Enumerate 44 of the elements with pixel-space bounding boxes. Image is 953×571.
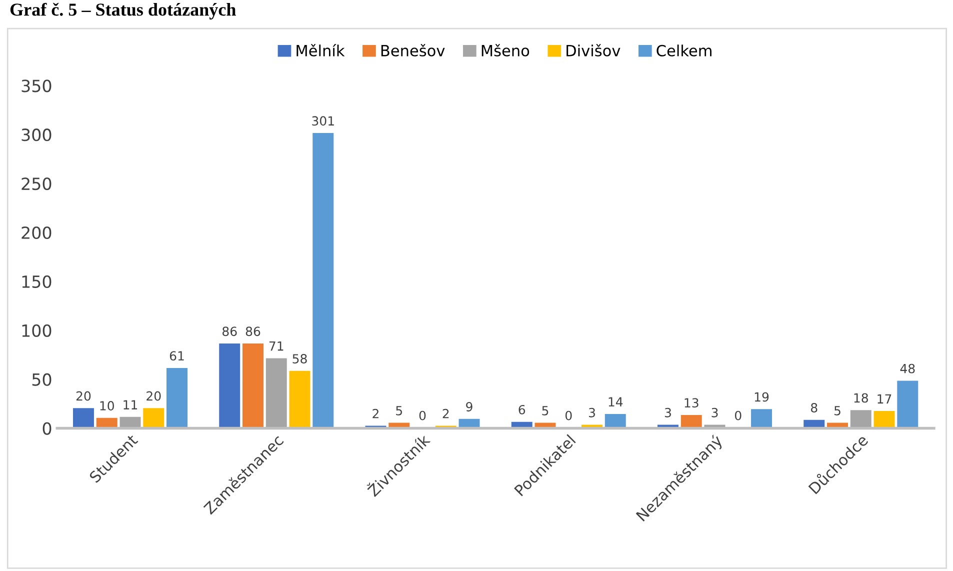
- data-label: 61: [170, 351, 184, 361]
- y-tick-label: 150: [22, 275, 52, 288]
- data-label: 71: [269, 341, 284, 351]
- y-tick-label: 250: [22, 178, 52, 190]
- data-label: 11: [124, 400, 138, 410]
- legend-label: Mělník: [296, 44, 345, 56]
- data-label: 18: [854, 393, 868, 403]
- data-label: 3: [664, 408, 671, 418]
- data-label: 20: [146, 391, 161, 401]
- data-label: 19: [754, 392, 769, 402]
- data-label: 301: [312, 116, 334, 126]
- data-label: 2: [372, 408, 378, 418]
- data-label: 5: [834, 406, 840, 416]
- data-label: 3: [588, 408, 595, 418]
- data-label: 5: [396, 406, 402, 416]
- data-label: 86: [222, 326, 237, 336]
- legend-label: Divišov: [566, 44, 620, 56]
- y-tick-label: 200: [22, 226, 52, 240]
- y-tick-label: 0: [42, 422, 52, 435]
- data-label: 13: [684, 398, 698, 408]
- data-label: 0: [565, 410, 572, 420]
- data-label: 6: [518, 404, 526, 414]
- data-label: 10: [100, 401, 114, 410]
- data-label: 58: [292, 354, 307, 364]
- data-label: 17: [878, 394, 892, 404]
- data-label: 86: [246, 326, 260, 336]
- legend-label: Celkem: [656, 44, 712, 56]
- chart-title: Graf č. 5 – Status dotázaných: [10, 2, 236, 20]
- data-label: 48: [900, 364, 915, 374]
- data-label: 5: [542, 406, 548, 416]
- y-tick-label: 50: [32, 373, 52, 386]
- y-tick-label: 100: [22, 324, 52, 337]
- data-label: 2: [442, 408, 449, 418]
- data-label: 3: [712, 408, 718, 418]
- data-label: 14: [608, 397, 623, 406]
- data-label: 20: [76, 391, 91, 401]
- legend-label: Mšeno: [482, 44, 530, 56]
- legend-label: Benešov: [381, 44, 445, 56]
- data-label: 9: [466, 402, 472, 412]
- data-label: 8: [810, 402, 818, 412]
- data-label: 0: [734, 410, 742, 420]
- y-tick-label: 350: [22, 80, 52, 92]
- y-tick-label: 300: [22, 128, 52, 142]
- data-label: 0: [419, 410, 426, 420]
